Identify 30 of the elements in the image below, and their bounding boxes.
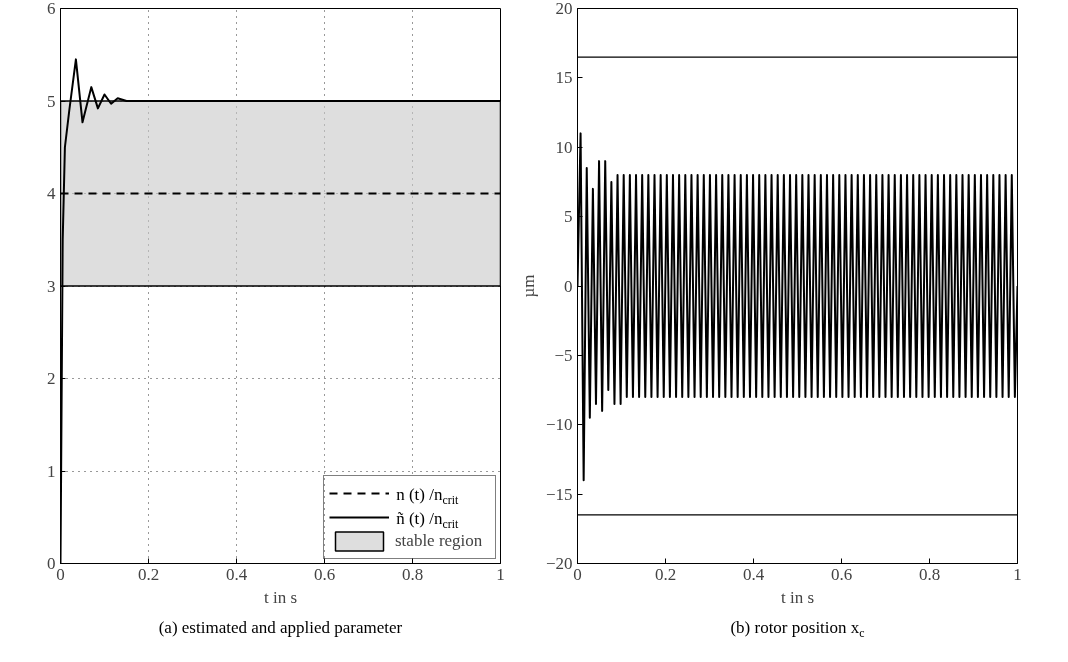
y-tick-label: 5 (564, 207, 573, 227)
x-tick-label: 0.6 (830, 564, 853, 584)
y-tick-label: 15 (555, 68, 573, 88)
y-tick-label: 1 (47, 461, 56, 481)
y-tick-label: −15 (545, 484, 573, 504)
y-tick-label: 2 (47, 369, 56, 388)
y-axis-title: µm (518, 274, 538, 298)
y-tick-label: 3 (47, 276, 56, 296)
legend-label: stable region (395, 530, 484, 552)
y-tick-label: 20 (555, 0, 573, 18)
y-tick-label: 0 (564, 276, 573, 296)
y-tick-label: 5 (47, 91, 56, 111)
x-tick-label: 1 (496, 564, 505, 584)
x-tick-label: 1 (1013, 564, 1022, 584)
x-tick-label: 0.6 (313, 564, 336, 584)
y-tick-label: 4 (47, 184, 56, 203)
x-tick-label: 0.2 (654, 564, 677, 584)
y-tick-label: 10 (555, 137, 573, 157)
x-tick-label: 0.4 (742, 564, 765, 584)
y-tick-label: −20 (545, 554, 573, 573)
x-axis-title: t in s (263, 587, 298, 607)
x-axis-title: t in s (780, 587, 815, 607)
y-tick-label: 6 (47, 0, 56, 18)
text: (a) estimated and applied parameter (158, 618, 403, 637)
x-tick-label: 0.8 (918, 564, 941, 584)
y-tick-label: −10 (545, 415, 573, 435)
y-tick-label: −5 (554, 345, 573, 365)
x-tick-label: 0.2 (137, 564, 160, 584)
x-tick-label: 0.8 (401, 564, 424, 584)
x-tick-label: 0.4 (225, 564, 248, 584)
